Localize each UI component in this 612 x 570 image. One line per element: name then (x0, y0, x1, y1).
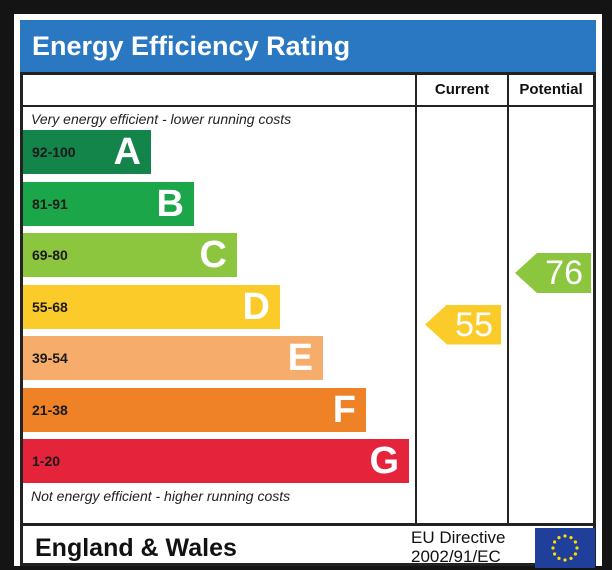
band-range: 92-100 (32, 144, 76, 160)
band-letter: A (113, 131, 141, 173)
band-g: 1-20 G (23, 439, 409, 483)
rating-table: Current Potential Very energy efficient … (20, 72, 596, 526)
current-rating-arrow: 55 (425, 304, 501, 345)
band-e: 39-54 E (23, 336, 323, 380)
band-b: 81-91 B (23, 181, 194, 226)
directive-line-1: EU Directive (411, 528, 506, 547)
epc-card: Energy Efficiency Rating Current Potenti… (14, 14, 602, 568)
band-letter: C (199, 234, 227, 276)
band-c: 69-80 C (23, 233, 237, 277)
current-column-divider (415, 75, 417, 523)
band-letter: D (242, 285, 270, 328)
band-letter: B (156, 182, 184, 225)
header-divider (23, 105, 593, 107)
band-range: 1-20 (32, 453, 61, 469)
band-range: 55-68 (32, 298, 68, 315)
band-range: 39-54 (32, 350, 68, 366)
page-title: Energy Efficiency Rating (20, 20, 596, 72)
band-a: 92-100 A (23, 130, 151, 174)
band-range: 69-80 (32, 247, 68, 263)
band-d: 55-68 D (23, 284, 280, 329)
band-letter: G (369, 440, 399, 482)
efficient-note: Very energy efficient - lower running co… (31, 111, 292, 127)
band-f: 21-38 F (23, 387, 366, 432)
footer: England & Wales EU Directive 2002/91/EC (20, 526, 596, 568)
potential-rating-arrow: 76 (515, 253, 591, 293)
band-letter: F (332, 388, 356, 431)
potential-column-divider (507, 75, 509, 523)
current-column-header: Current (434, 81, 490, 98)
eu-flag-icon (535, 528, 595, 568)
region-label: England & Wales (35, 534, 237, 562)
band-range: 81-91 (32, 195, 68, 212)
band-range: 21-38 (32, 401, 68, 418)
potential-column-header: Potential (519, 81, 583, 98)
inefficient-note: Not energy efficient - higher running co… (31, 488, 291, 504)
potential-rating-value: 76 (545, 254, 583, 292)
current-rating-value: 55 (455, 305, 493, 344)
directive-line-2: 2002/91/EC (411, 547, 501, 566)
eu-directive: EU Directive 2002/91/EC (411, 528, 505, 566)
band-letter: E (287, 337, 313, 379)
